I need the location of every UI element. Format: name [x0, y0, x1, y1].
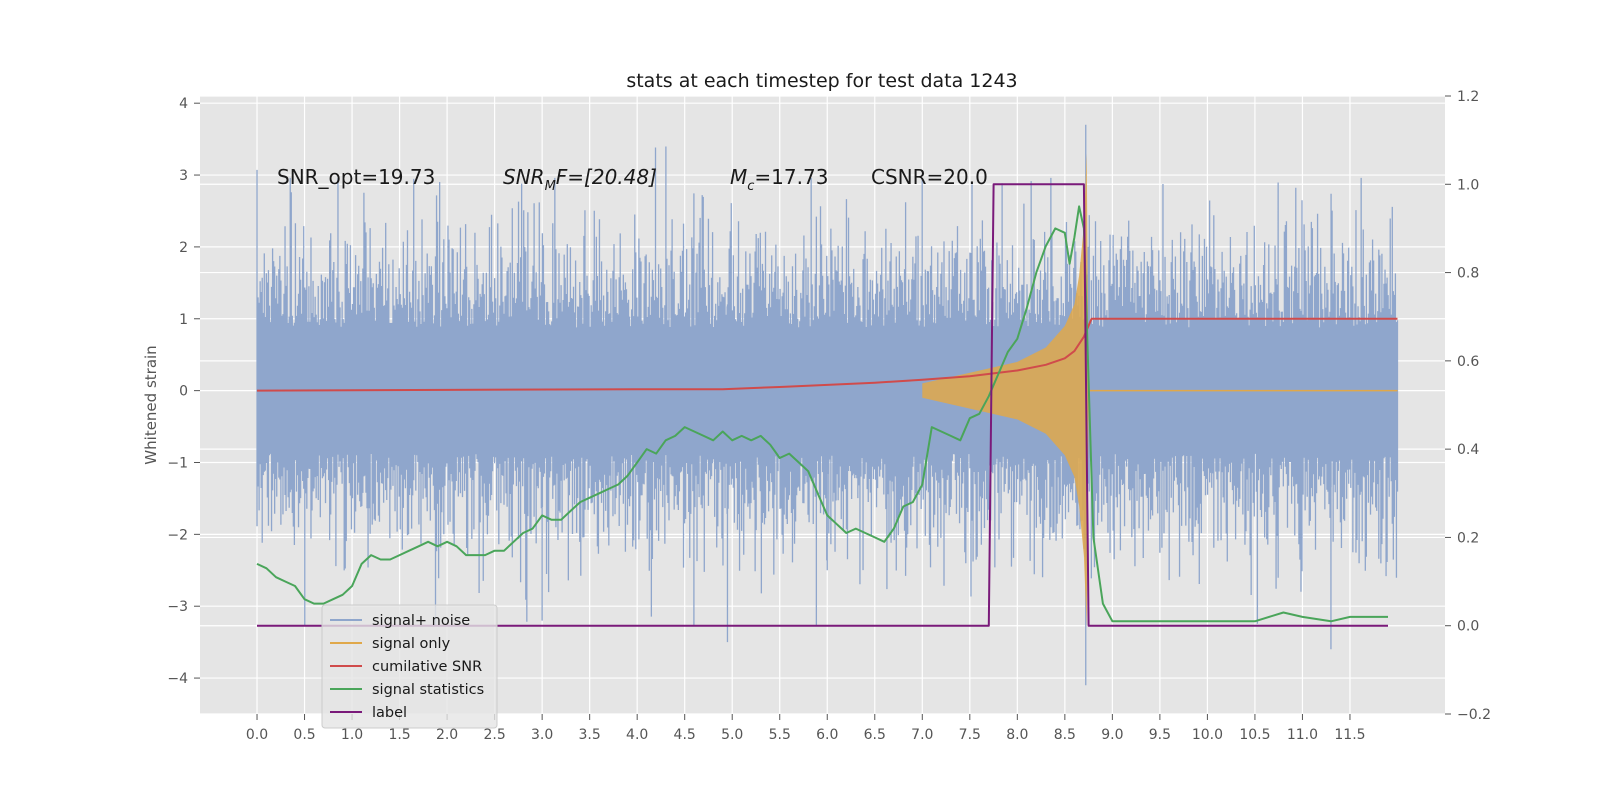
annotation-snr-opt: SNR_opt=19.73 [277, 165, 435, 189]
y-tick-label: −2 [167, 527, 188, 543]
y-axis-label: Whitened strain [142, 345, 160, 464]
y-tick-label: 0 [179, 384, 188, 400]
legend-label: signal+ noise [372, 613, 470, 629]
x-tick-label: 7.0 [911, 727, 933, 743]
annotation-snr-mf-rest: F=[20.48] [556, 165, 657, 189]
y-tick-label: 4 [179, 96, 188, 112]
series-signal-statistics [256, 205, 1388, 623]
x-tick-label: 8.0 [1006, 727, 1028, 743]
x-tick-label: 9.5 [1149, 727, 1171, 743]
y-tick-label: 3 [179, 168, 188, 184]
annotation-csnr: CSNR=20.0 [871, 165, 988, 189]
x-tick-label: 2.5 [483, 727, 505, 743]
legend-frame [321, 604, 498, 729]
x-tick-label: 2.0 [436, 727, 458, 743]
x-tick-label: 10.5 [1239, 727, 1270, 743]
x-tick-label: 5.0 [721, 727, 743, 743]
x-tick-label: 4.5 [674, 727, 696, 743]
annotation-snr-mf-sub: M [545, 179, 556, 194]
chart-title: stats at each timestep for test data 124… [626, 70, 1017, 92]
y2-tick-label: 1.2 [1457, 89, 1479, 105]
x-tick-label: 8.5 [1054, 727, 1076, 743]
x-tick-label: 3.0 [531, 727, 553, 743]
y2-tick-label: 0.4 [1457, 442, 1479, 458]
x-tick-label: 6.5 [864, 727, 886, 743]
y2-tick-label: −0.2 [1457, 707, 1491, 723]
y-tick-label: −1 [167, 455, 188, 471]
x-tick-label: 1.0 [341, 727, 363, 743]
x-tick-label: 5.5 [769, 727, 791, 743]
x-tick-label: 0.5 [293, 727, 315, 743]
y-tick-label: 2 [179, 240, 188, 256]
legend-label: cumilative SNR [372, 659, 482, 675]
x-tick-label: 11.5 [1334, 727, 1365, 743]
x-axis: 0.0 0.5 1.0 1.5 2.0 2.5 3.0 3.5 4.0 4.5 5.0 5.5 6.0 6… [246, 714, 1366, 743]
y2-tick-label: 0.2 [1457, 530, 1479, 546]
annotation-snr-mf-main: SNR [503, 165, 545, 189]
annotation-snr-mf: SNRMF=[20.48] [503, 165, 657, 194]
x-tick-label: 6.0 [816, 727, 838, 743]
y2-tick-label: 0.0 [1457, 619, 1479, 635]
x-tick-label: 10.0 [1192, 727, 1223, 743]
y2-tick-label: 1.0 [1457, 177, 1479, 193]
y-axis-right: 1.2 1.0 0.8 0.6 0.4 0.2 0.0 −0.2 [1445, 89, 1491, 723]
series-cumulative-snr [256, 317, 1398, 392]
x-tick-label: 3.5 [579, 727, 601, 743]
x-tick-label: 9.0 [1101, 727, 1123, 743]
annotation-mc-main: M [730, 165, 747, 189]
annotation-mc-rest: =17.73 [754, 165, 828, 189]
x-tick-label: 1.5 [388, 727, 410, 743]
x-tick-label: 11.0 [1287, 727, 1318, 743]
y-tick-label: −3 [167, 599, 188, 615]
annotation-mc-sub: c [747, 179, 754, 194]
legend-label: signal only [372, 636, 451, 652]
y-tick-label: −4 [167, 671, 188, 687]
plot-series [256, 124, 1399, 686]
annotation-mc: Mc=17.73 [730, 165, 828, 194]
series-label [257, 183, 1388, 627]
x-tick-label: 7.5 [959, 727, 981, 743]
legend-label: signal statistics [372, 682, 484, 698]
y-axis-left: 4 3 2 1 0 −1 −2 −3 −4 [167, 96, 200, 687]
x-tick-label: 4.0 [626, 727, 648, 743]
x-tick-label: 0.0 [246, 727, 268, 743]
series-signal-only [922, 153, 1089, 628]
legend: signal+ noise signal only cumilative SNR si… [321, 604, 498, 729]
y2-tick-label: 0.8 [1457, 266, 1479, 282]
y2-tick-label: 0.6 [1457, 354, 1479, 370]
legend-label: label [372, 705, 407, 721]
y-tick-label: 1 [179, 312, 188, 328]
